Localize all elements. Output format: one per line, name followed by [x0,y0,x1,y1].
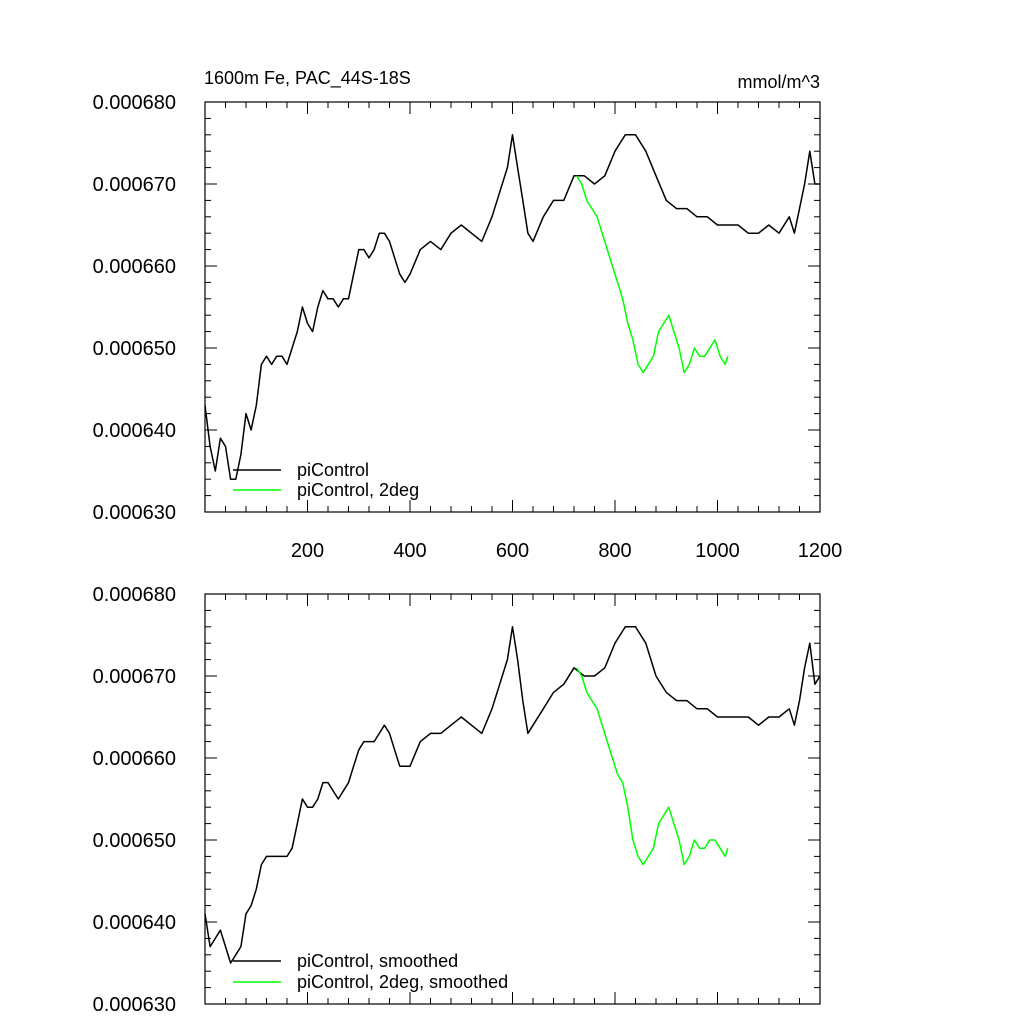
panel-title: 1600m Fe, PAC_44S-18S [204,68,411,89]
y-tick-label: 0.000680 [93,584,176,606]
x-tick-label: 600 [496,540,529,562]
y-tick-label: 0.000650 [93,830,176,852]
x-tick-label: 1000 [695,540,740,562]
y-tick-label: 0.000680 [93,92,176,114]
y-tick-label: 0.000670 [93,666,176,688]
axis-ticks [205,101,821,513]
plot-frame [204,593,821,1005]
y-tick-labels: 0.000630 0.000640 0.000650 0.000660 0.000670… [93,92,176,524]
series-line-1 [575,667,729,866]
y-tick-label: 0.000630 [93,994,176,1016]
series-layer [204,626,821,964]
y-tick-label: 0.000650 [93,338,176,360]
y-tick-label: 0.000640 [93,420,176,442]
units-label: mmol/m^3 [738,72,820,92]
legend-label-piControl-2deg-smoothed: piControl, 2deg, smoothed [297,972,508,992]
series-line-1 [575,175,729,374]
x-tick-label: 800 [598,540,631,562]
x-tick-labels: 200 400 600 800 1000 1200 [291,540,842,562]
y-tick-label: 0.000630 [93,502,176,524]
y-tick-label: 0.000640 [93,912,176,934]
top-panel: 1600m Fe, PAC_44S-18S mmol/m^3 0.0006300… [93,68,843,562]
y-tick-label: 0.000660 [93,256,176,278]
y-tick-label: 0.000660 [93,748,176,770]
plot-frame [204,101,821,513]
legend: piControl piControl, 2deg [233,460,419,500]
x-tick-label: 200 [291,540,324,562]
series-line-0 [204,626,821,964]
legend-label-piControl: piControl [297,460,369,480]
legend-label-piControl-2deg: piControl, 2deg [297,480,419,500]
series-line-0 [204,134,820,480]
bottom-panel: 0.000630 0.000640 0.000650 0.000660 0.000670… [93,584,821,1016]
x-tick-label: 1200 [798,540,843,562]
x-tick-label: 400 [393,540,426,562]
legend-label-piControl-smoothed: piControl, smoothed [297,951,458,971]
legend: piControl, smoothed piControl, 2deg, smo… [233,951,508,992]
series-layer [204,134,820,480]
axis-ticks [205,593,821,1005]
y-tick-labels: 0.000630 0.000640 0.000650 0.000660 0.000670… [93,584,176,1016]
y-tick-label: 0.000670 [93,174,176,196]
